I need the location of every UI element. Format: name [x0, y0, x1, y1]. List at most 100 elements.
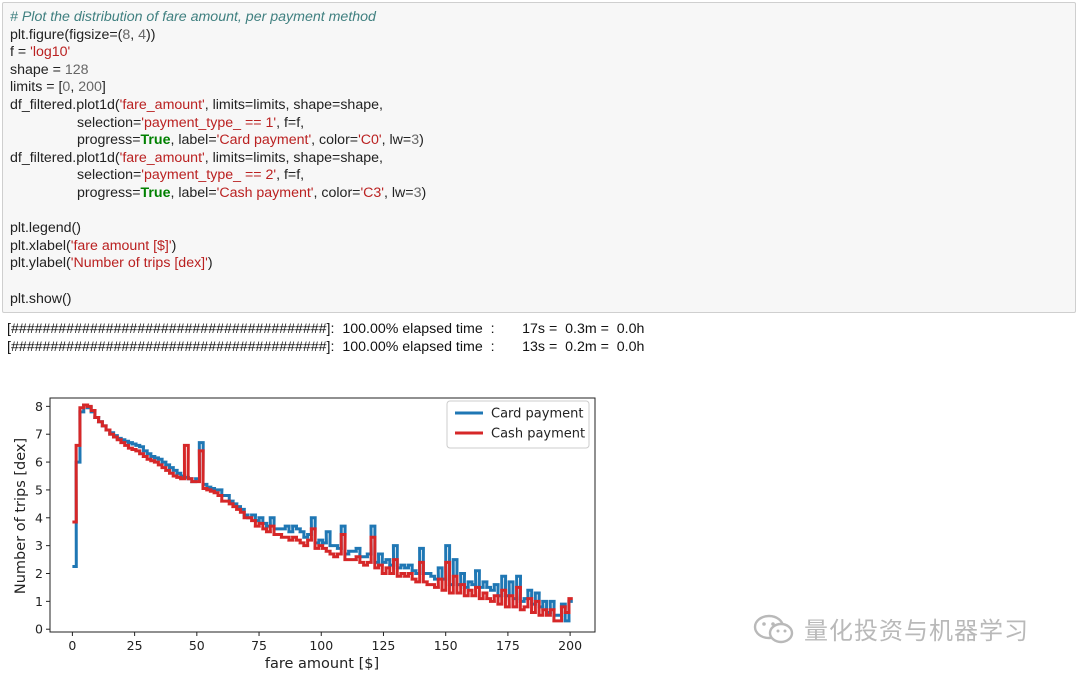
- watermark: 量化投资与机器学习: [752, 611, 1029, 646]
- code-token: 'Card payment': [216, 132, 312, 149]
- code-token: # Plot the distribution of fare amount, …: [10, 9, 376, 25]
- code-token: 'log10': [30, 44, 71, 61]
- code-token: 'fare_amount': [119, 149, 205, 166]
- code-token: 200: [78, 79, 102, 96]
- code-token: limits = [: [10, 79, 63, 96]
- code-token: )): [146, 26, 156, 43]
- code-line: shape = 128: [10, 62, 426, 80]
- code-token: f =: [10, 44, 31, 61]
- code-token: 128: [64, 61, 89, 78]
- code-token: True: [140, 132, 171, 149]
- code-token: plt.legend(): [10, 220, 81, 237]
- code-token: 'fare_amount': [119, 96, 205, 113]
- y-tick-label: 4: [35, 510, 43, 525]
- code-cell[interactable]: # Plot the distribution of fare amount, …: [2, 2, 1076, 313]
- code-line: plt.show(): [10, 291, 426, 309]
- code-token: 8: [122, 26, 131, 43]
- x-tick-label: 0: [68, 638, 76, 653]
- code-token: plt.figure(figsize=(: [10, 26, 123, 43]
- code-token: ]: [101, 79, 106, 96]
- code-token: 'Number of trips [dex]': [70, 255, 208, 272]
- y-tick-label: 6: [35, 455, 43, 470]
- code-line: [10, 273, 426, 291]
- code-token: , lw=: [381, 132, 412, 149]
- code-editor[interactable]: # Plot the distribution of fare amount, …: [10, 9, 426, 308]
- x-tick-label: 125: [372, 638, 396, 653]
- code-token: ,: [70, 79, 79, 96]
- y-tick-label: 0: [35, 622, 43, 637]
- progress-output-line: [#######################################…: [7, 321, 645, 337]
- code-token: selection=: [10, 114, 142, 131]
- code-token: , f=f,: [276, 114, 305, 131]
- legend-label: Cash payment: [491, 427, 585, 442]
- legend: Card payment Cash payment: [446, 400, 590, 449]
- code-token: 'Cash payment': [216, 184, 314, 201]
- code-line: progress=True, label='Card payment', col…: [10, 132, 426, 150]
- cell-output: [#######################################…: [7, 321, 644, 356]
- code-token: plt.xlabel(: [10, 237, 71, 254]
- code-line: [10, 203, 426, 221]
- y-axis-label: Number of trips [dex]: [13, 438, 29, 594]
- x-tick-label: 175: [496, 638, 520, 653]
- y-tick-label: 1: [35, 594, 43, 609]
- series-line-card-payment: [72, 403, 573, 623]
- y-tick-label: 7: [35, 427, 43, 442]
- code-token: , label=: [170, 132, 217, 149]
- code-token: , limits=limits, shape=shape,: [204, 96, 383, 113]
- x-tick-label: 50: [189, 638, 205, 653]
- code-token: , f=f,: [276, 167, 305, 184]
- code-line: progress=True, label='Cash payment', col…: [10, 185, 426, 203]
- code-line: selection='payment_type_ == 2', f=f,: [10, 167, 426, 185]
- fare-distribution-chart: 0 25 50 75 100 125 150 175 200 0 1 2 3 4 5 6 7 8 fare amo…: [13, 397, 596, 672]
- y-tick-label: 2: [35, 566, 43, 581]
- code-token: plt.ylabel(: [10, 255, 71, 272]
- code-token: 'fare amount [$]': [70, 237, 172, 254]
- code-token: True: [140, 184, 171, 201]
- code-token: ): [421, 184, 427, 201]
- code-line: # Plot the distribution of fare amount, …: [10, 9, 426, 27]
- code-line: plt.legend(): [10, 220, 426, 238]
- code-token: 3: [411, 132, 420, 149]
- code-token: 'C0': [358, 132, 382, 149]
- code-token: , label=: [170, 184, 217, 201]
- code-line: plt.figure(figsize=(8, 4)): [10, 27, 426, 45]
- code-token: , color=: [313, 184, 361, 201]
- code-token: ,: [130, 26, 139, 43]
- code-line: limits = [0, 200]: [10, 79, 426, 97]
- y-tick-label: 8: [35, 399, 43, 414]
- code-token: progress=: [10, 132, 141, 149]
- code-token: selection=: [10, 167, 142, 184]
- code-token: ): [171, 237, 177, 254]
- y-tick-label: 3: [35, 538, 43, 553]
- code-token: 'payment_type_ == 1': [141, 114, 277, 131]
- code-token: , limits=limits, shape=shape,: [204, 149, 383, 166]
- series-line-cash-payment: [72, 403, 573, 623]
- x-tick-label: 100: [309, 638, 333, 653]
- wechat-icon: [753, 614, 794, 643]
- code-token: 'C3': [360, 184, 385, 201]
- y-tick-label: 5: [35, 482, 43, 497]
- code-token: progress=: [10, 184, 141, 201]
- code-token: , color=: [311, 132, 359, 149]
- x-tick-label: 150: [434, 638, 458, 653]
- x-tick-label: 200: [558, 638, 582, 653]
- x-tick-label: 75: [251, 638, 267, 653]
- code-line: df_filtered.plot1d('fare_amount', limits…: [10, 150, 426, 168]
- code-token: 4: [138, 26, 147, 43]
- progress-output-line: [#######################################…: [7, 338, 645, 355]
- code-token: ): [207, 255, 213, 272]
- code-token: , lw=: [384, 184, 414, 201]
- code-token: 0: [62, 79, 71, 96]
- legend-label: Card payment: [491, 407, 583, 422]
- code-token: ): [419, 132, 424, 149]
- code-token: plt.show(): [10, 290, 72, 307]
- axes-border: [49, 397, 596, 633]
- code-token: 'payment_type_ == 2': [141, 167, 277, 184]
- code-line: f = 'log10': [10, 44, 426, 62]
- code-token: df_filtered.plot1d(: [10, 96, 120, 113]
- code-line: selection='payment_type_ == 1', f=f,: [10, 115, 426, 133]
- code-token: 3: [413, 184, 422, 201]
- watermark-text: 量化投资与机器学习: [804, 617, 1029, 645]
- x-axis-label: fare amount [$]: [265, 656, 379, 672]
- x-tick-label: 25: [127, 638, 143, 653]
